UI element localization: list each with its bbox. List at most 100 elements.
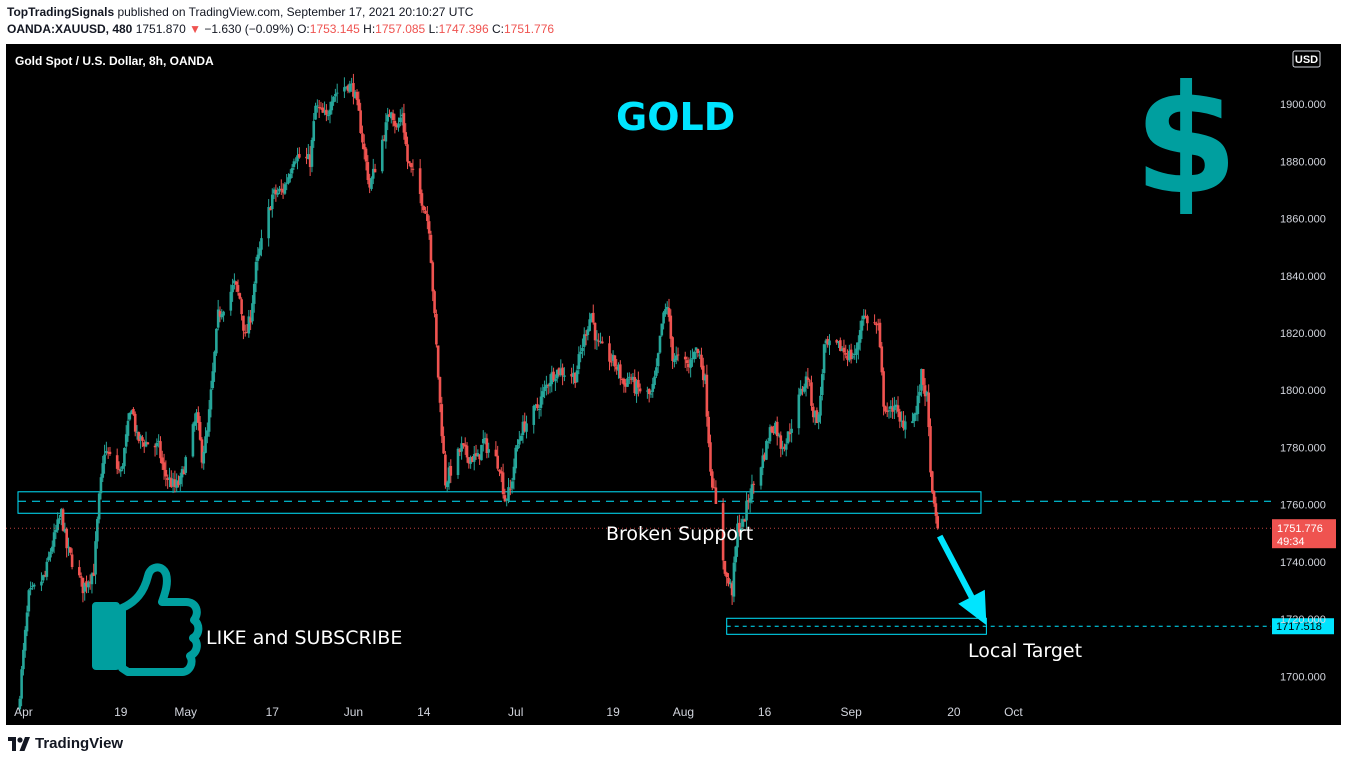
- candle-body: [781, 447, 784, 450]
- candle-body: [90, 573, 94, 585]
- candle-body: [41, 575, 45, 581]
- candle-body: [85, 581, 88, 587]
- candle-body: [325, 109, 328, 115]
- candle-body: [370, 178, 373, 189]
- candle-body: [447, 467, 451, 484]
- candle-body: [115, 455, 119, 469]
- candle-body: [839, 340, 842, 351]
- candle-body: [667, 308, 671, 318]
- candle-body: [577, 354, 581, 370]
- ohlc-bar: OANDA:XAUUSD, 480 1751.870 ▼ −1.630 (−0.…: [7, 22, 554, 36]
- y-tick-label: 1900.000: [1280, 99, 1326, 111]
- candle-body: [361, 133, 364, 143]
- candle-body: [638, 388, 642, 392]
- candle-body: [247, 316, 251, 334]
- candle-body: [763, 454, 766, 460]
- candle-body: [808, 380, 811, 382]
- candle-body: [449, 465, 453, 476]
- candle-body: [435, 313, 438, 345]
- down-triangle-icon: ▼: [189, 22, 201, 36]
- candle-body: [193, 421, 197, 426]
- candle-body: [474, 453, 478, 457]
- candle-body: [233, 280, 236, 284]
- candle-body: [575, 370, 579, 383]
- candle-body: [900, 420, 903, 422]
- close-label: C:: [492, 22, 504, 36]
- candle-body: [779, 435, 783, 449]
- candle-body: [31, 585, 34, 587]
- price-change: −1.630 (−0.09%): [204, 22, 294, 36]
- arrow-down-icon: [937, 534, 987, 626]
- candle-body: [380, 139, 384, 172]
- candle-body: [911, 421, 914, 424]
- candle-body: [824, 340, 828, 344]
- candle-body: [820, 374, 824, 396]
- candle-body: [476, 453, 480, 457]
- candle-body: [523, 421, 527, 432]
- candle-body: [710, 471, 714, 488]
- candle-body: [851, 356, 855, 358]
- candle-body: [159, 441, 162, 459]
- candle-body: [20, 669, 23, 699]
- candle-body: [144, 441, 148, 447]
- candle-body: [323, 111, 326, 113]
- candle-body: [350, 84, 353, 86]
- candle-body: [691, 358, 694, 360]
- candle-body: [563, 375, 566, 377]
- candle-body: [673, 358, 676, 362]
- countdown-label: 49:34: [1277, 536, 1305, 548]
- candle-body: [898, 411, 902, 422]
- candle-body: [884, 406, 887, 412]
- candle-body: [936, 516, 939, 529]
- candle-body: [739, 528, 743, 532]
- candle-body: [267, 207, 270, 239]
- candle-body: [519, 435, 523, 441]
- candle-body: [406, 144, 409, 162]
- candle-body: [312, 121, 316, 142]
- candle-body: [885, 410, 889, 412]
- candle-body: [600, 341, 604, 344]
- candle-body: [366, 162, 370, 181]
- candle-body: [784, 444, 788, 450]
- candle-body: [135, 431, 139, 433]
- candle-body: [752, 483, 756, 485]
- candle-body: [664, 309, 667, 315]
- candle-body: [561, 367, 564, 376]
- chart-panel[interactable]: 1751.776 49:34 1717.518 1900.000 1880.000 18…: [6, 44, 1341, 725]
- candle-body: [132, 409, 135, 415]
- candle-body: [357, 99, 361, 111]
- candle-body: [671, 337, 674, 361]
- x-tick-label: Aug: [673, 705, 694, 719]
- candle-body: [316, 105, 319, 107]
- y-tick-label: 1800.000: [1280, 385, 1326, 397]
- candle-body: [478, 454, 481, 460]
- candle-body: [611, 354, 615, 361]
- candle-body: [768, 427, 772, 442]
- y-tick-label: 1820.000: [1280, 328, 1326, 340]
- x-tick-label: 17: [266, 705, 280, 719]
- candle-body: [22, 649, 25, 670]
- candle-body: [896, 405, 900, 412]
- candle-body: [177, 481, 180, 486]
- candle-body: [343, 87, 346, 92]
- candle-body: [166, 477, 169, 481]
- candle-body: [725, 572, 729, 578]
- candle-body: [916, 395, 920, 415]
- candle-body: [395, 124, 398, 128]
- candle-body: [50, 546, 54, 552]
- candle-body: [840, 348, 844, 351]
- candle-body: [32, 584, 36, 587]
- candle-body: [557, 368, 561, 375]
- last-price: 1751.870: [135, 22, 186, 36]
- candle-body: [826, 339, 829, 345]
- publisher-name[interactable]: TopTradingSignals: [7, 5, 115, 19]
- candle-body: [761, 455, 765, 468]
- x-tick-label: Jul: [508, 705, 523, 719]
- candle-body: [703, 375, 707, 381]
- candle-body: [393, 120, 397, 126]
- candle-body: [873, 322, 876, 324]
- candle-body: [472, 454, 476, 462]
- candle-body: [121, 466, 124, 469]
- candle-body: [887, 410, 891, 412]
